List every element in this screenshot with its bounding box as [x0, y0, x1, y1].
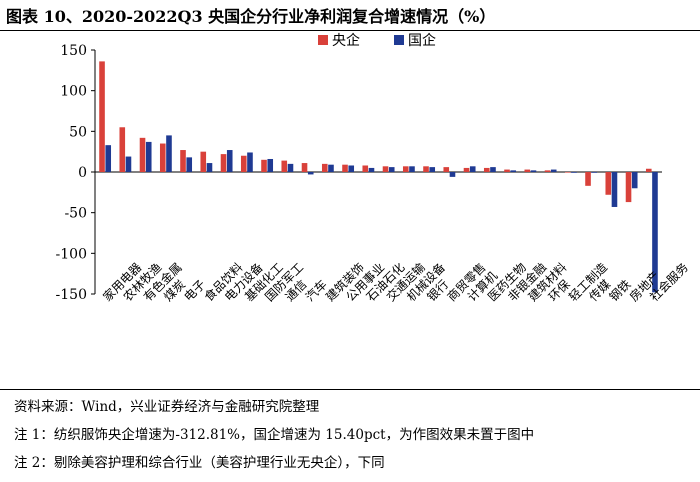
bar-state [490, 167, 496, 172]
bar-state [247, 152, 253, 172]
y-tick-label: -150 [56, 287, 87, 303]
y-tick-label: 0 [78, 165, 87, 181]
y-tick-label: 50 [69, 124, 87, 140]
legend-label: 央企 [332, 32, 360, 49]
bar-central [342, 164, 348, 172]
y-tick-label: 100 [60, 84, 87, 100]
bar-state [105, 145, 112, 172]
bar-state [611, 172, 618, 207]
bar-state [550, 169, 557, 172]
bar-central [301, 163, 308, 172]
bar-central [281, 160, 288, 172]
bar-state [287, 163, 294, 172]
bar-state [469, 166, 476, 172]
bar-central [99, 61, 105, 172]
bar-state [186, 157, 193, 172]
bar-central [220, 154, 227, 172]
bar-state [388, 167, 395, 172]
bar-central [362, 165, 369, 172]
bar-state [530, 170, 537, 172]
bar-central [159, 143, 166, 172]
bar-central [382, 166, 389, 172]
legend-swatch [318, 35, 328, 45]
bar-state [591, 172, 598, 173]
bar-central [119, 127, 126, 172]
bar-central [261, 159, 267, 172]
bar-central [139, 137, 146, 172]
bar-state [348, 165, 355, 172]
bar-central [524, 169, 531, 172]
bar-central [463, 167, 470, 172]
bar-state [429, 167, 436, 172]
source-note: 资料来源：Wind，兴业证券经济与金融研究院整理 [14, 399, 320, 415]
bar-central [200, 151, 207, 172]
bar-state [409, 166, 415, 172]
legend-swatch [394, 35, 404, 45]
bar-central [585, 172, 591, 186]
bar-central [605, 172, 612, 195]
bar-state [368, 167, 375, 172]
bar-central [443, 167, 450, 172]
legend-label: 国企 [408, 32, 436, 49]
bar-central [564, 172, 571, 173]
chart-bars [99, 61, 658, 293]
notes-divider [0, 389, 700, 390]
bar-state [267, 158, 274, 172]
bar-state [226, 150, 233, 172]
bar-state [166, 135, 172, 172]
title-divider [0, 30, 700, 31]
bar-central [240, 155, 247, 172]
bar-central [504, 169, 510, 172]
bar-state [571, 172, 577, 173]
note-1: 注 1：纺织服饰央企增速为-312.81%，国企增速为 15.40pct，为作图… [14, 427, 535, 443]
bar-state [125, 156, 132, 172]
bar-central [180, 150, 186, 172]
y-tick-label: 150 [60, 43, 87, 59]
bar-central [483, 167, 490, 172]
y-tick-label: -100 [56, 246, 87, 262]
bar-state [449, 172, 456, 177]
y-tick-label: -50 [64, 206, 87, 222]
bar-central [625, 172, 632, 203]
bar-central [423, 166, 429, 172]
note-2: 注 2：剔除美容护理和综合行业（美容护理行业无央企），下同 [14, 455, 385, 471]
bar-central [544, 170, 551, 172]
bar-state [206, 163, 213, 172]
chart-legend: 央企 国企 [318, 32, 436, 49]
bar-state [307, 172, 314, 175]
bar-state [631, 172, 638, 189]
chart-title: 图表 10、2020-2022Q3 央国企分行业净利润复合增速情况（%） [6, 7, 496, 26]
bar-chart: 150 100 50 0 -50 -100 -150 家用电器农林牧渔有色金属煤炭电子食品饮… [56, 32, 691, 305]
bar-state [328, 164, 334, 172]
bar-central [645, 168, 652, 172]
category-labels: 家用电器农林牧渔有色金属煤炭电子食品饮料电力设备基础化工国防军工通信汽车建筑装饰… [100, 260, 691, 305]
bar-central [402, 166, 409, 172]
bar-state [652, 172, 658, 293]
bar-central [321, 163, 328, 172]
x-category-label: 汽车 [302, 277, 330, 305]
bar-state [510, 170, 517, 172]
bar-state [145, 141, 152, 172]
